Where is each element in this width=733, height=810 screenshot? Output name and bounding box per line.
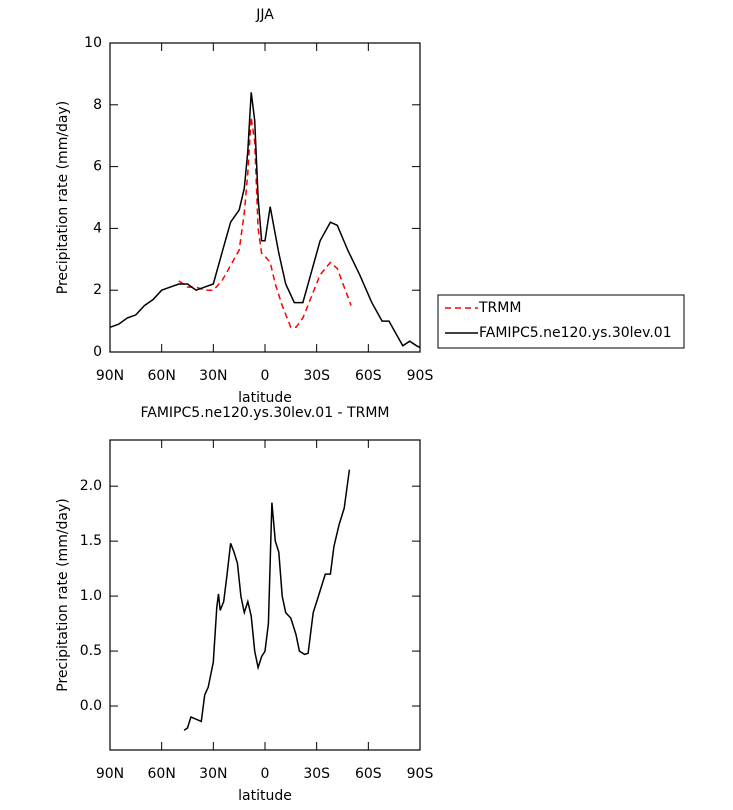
y-axis-label: Precipitation rate (mm/day) [55, 498, 71, 692]
x-tick-label: 30S [303, 368, 330, 384]
legend-frame [437, 294, 685, 349]
y-tick-label: 2 [93, 282, 102, 298]
x-tick-label: 90S [407, 368, 434, 384]
y-tick-label: 4 [93, 220, 102, 236]
legend-label: FAMIPC5.ne120.ys.30lev.01 [479, 325, 672, 341]
plot-frame [109, 439, 421, 751]
y-axis-label: Precipitation rate (mm/day) [55, 101, 71, 295]
x-tick-label: 60S [355, 766, 382, 782]
x-tick-label: 60N [148, 368, 176, 384]
x-tick-label: 90N [96, 368, 124, 384]
x-tick-label: 0 [261, 766, 270, 782]
y-tick-label: 8 [93, 97, 102, 113]
legend-label: TRMM [478, 300, 521, 316]
x-tick-label: 30S [303, 766, 330, 782]
x-tick-label: 30N [199, 368, 227, 384]
y-tick-label: 1.5 [80, 533, 102, 549]
y-tick-label: 6 [93, 159, 102, 175]
chart-title: JJA [255, 7, 274, 23]
x-tick-label: 0 [261, 368, 270, 384]
x-tick-label: 90N [96, 766, 124, 782]
x-axis-label: latitude [238, 390, 292, 406]
data-line [109, 92, 421, 349]
x-axis-label: latitude [238, 788, 292, 804]
x-tick-label: 30N [199, 766, 227, 782]
chart-title: FAMIPC5.ne120.ys.30lev.01 - TRMM [141, 405, 390, 421]
plot-frame [109, 42, 421, 353]
y-tick-label: 2.0 [80, 478, 102, 494]
y-tick-label: 0 [93, 344, 102, 360]
y-tick-label: 10 [84, 35, 102, 51]
x-tick-label: 60N [148, 766, 176, 782]
data-line [178, 117, 352, 329]
y-tick-label: 0.0 [80, 698, 102, 714]
x-tick-label: 90S [407, 766, 434, 782]
y-tick-label: 1.0 [80, 588, 102, 604]
x-tick-label: 60S [355, 368, 382, 384]
y-tick-label: 0.5 [80, 643, 102, 659]
data-line [183, 469, 351, 731]
